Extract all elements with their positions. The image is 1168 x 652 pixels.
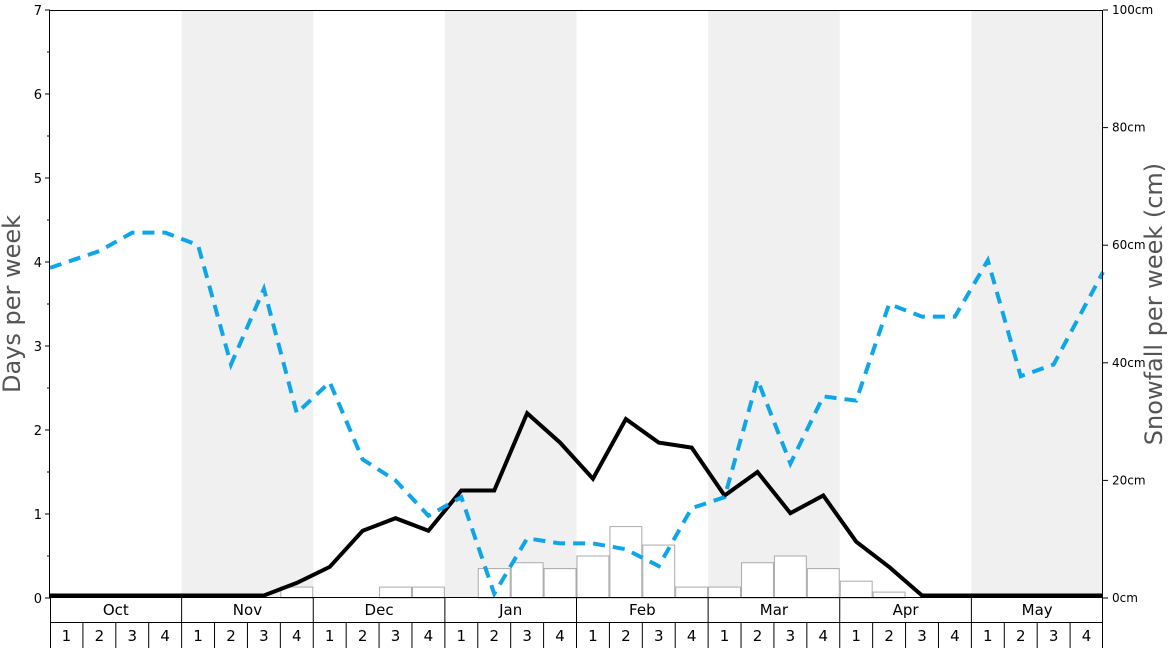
left-tick-label: 2 (34, 424, 42, 439)
week-label: 2 (1016, 627, 1026, 645)
month-band-nov (181, 10, 314, 598)
week-label: 3 (917, 627, 927, 645)
week-label: 4 (819, 627, 829, 645)
week-label: 4 (555, 627, 565, 645)
week-label: 2 (621, 627, 631, 645)
snowfall-bar (806, 568, 840, 599)
week-label: 1 (457, 627, 467, 645)
snowfall-bar (741, 562, 774, 599)
left-tick-label: 6 (34, 88, 42, 103)
snowfall-bars (280, 526, 906, 599)
week-label: 1 (193, 627, 203, 645)
right-tick-label: 80cm (1112, 121, 1146, 135)
week-label: 2 (95, 627, 105, 645)
week-label: 3 (786, 627, 796, 645)
week-label: 4 (1082, 627, 1092, 645)
month-label-mar: Mar (760, 601, 789, 619)
week-label: 1 (983, 627, 993, 645)
week-label: 1 (325, 627, 335, 645)
week-label: 3 (522, 627, 532, 645)
week-label: 3 (259, 627, 269, 645)
snowfall-bar (543, 568, 577, 599)
week-label: 4 (424, 627, 434, 645)
left-tick-label: 4 (34, 256, 42, 271)
right-tick-label: 100cm (1112, 3, 1153, 17)
snowfall-bar (510, 562, 544, 599)
left-tick-label: 3 (34, 340, 42, 355)
week-label: 4 (950, 627, 960, 645)
right-tick-label: 40cm (1112, 356, 1146, 370)
snowfall-bar (675, 586, 709, 599)
left-tick-label: 0 (34, 592, 42, 607)
series-lines (49, 230, 1105, 599)
week-label: 3 (127, 627, 137, 645)
right-axis: 0cm 20cm 40cm 60cm 80cm 100cm (1103, 3, 1153, 605)
month-label-apr: Apr (893, 601, 920, 619)
month-axis: Oct 1 2 3 4 Nov 1 2 3 4 Dec 1 2 3 4 Jan 1 2 3 4 Feb 1 2 3 4 Mar 1 2… (50, 598, 1103, 648)
month-label-oct: Oct (103, 601, 129, 619)
snowfall-bar (609, 526, 643, 599)
week-label: 2 (226, 627, 236, 645)
week-label: 1 (720, 627, 730, 645)
snowfall-bar (839, 580, 873, 599)
week-label: 1 (851, 627, 861, 645)
left-axis-title: Days per week (0, 215, 26, 393)
week-label: 4 (292, 627, 302, 645)
week-label: 1 (588, 627, 598, 645)
right-tick-label: 20cm (1112, 473, 1146, 487)
week-label: 1 (62, 627, 72, 645)
month-band-jan (444, 10, 577, 598)
snowfall-bar (642, 544, 676, 599)
left-axis: 0 1 2 3 4 5 6 7 (34, 4, 50, 607)
month-bands (181, 10, 1103, 598)
left-tick-label: 1 (34, 508, 42, 523)
snowfall-bar (773, 555, 807, 599)
snowfall-bar (576, 555, 610, 599)
week-label: 4 (687, 627, 697, 645)
month-band-may (971, 10, 1103, 598)
week-label: 3 (1049, 627, 1059, 645)
week-label: 2 (884, 627, 894, 645)
right-tick-label: 0cm (1112, 591, 1138, 605)
month-band-mar (708, 10, 840, 598)
week-label: 4 (160, 627, 170, 645)
month-label-nov: Nov (233, 601, 262, 619)
snowfall-bar (379, 586, 412, 599)
left-tick-label: 7 (34, 4, 42, 19)
month-label-jan: Jan (498, 601, 522, 619)
left-tick-label: 5 (34, 172, 42, 187)
snowfall-bar (411, 586, 445, 599)
week-label: 3 (654, 627, 664, 645)
snowfall-bar (708, 586, 742, 599)
right-tick-label: 60cm (1112, 238, 1146, 252)
dashed-line-series (49, 230, 1105, 599)
right-axis-title: Snowfall per week (cm) (1140, 163, 1168, 445)
month-label-feb: Feb (629, 601, 656, 619)
week-label: 2 (489, 627, 499, 645)
week-label: 2 (358, 627, 368, 645)
snow-days-line (50, 409, 1103, 598)
month-label-may: May (1022, 601, 1053, 619)
week-label: 3 (391, 627, 401, 645)
month-label-dec: Dec (365, 601, 394, 619)
week-label: 2 (753, 627, 763, 645)
